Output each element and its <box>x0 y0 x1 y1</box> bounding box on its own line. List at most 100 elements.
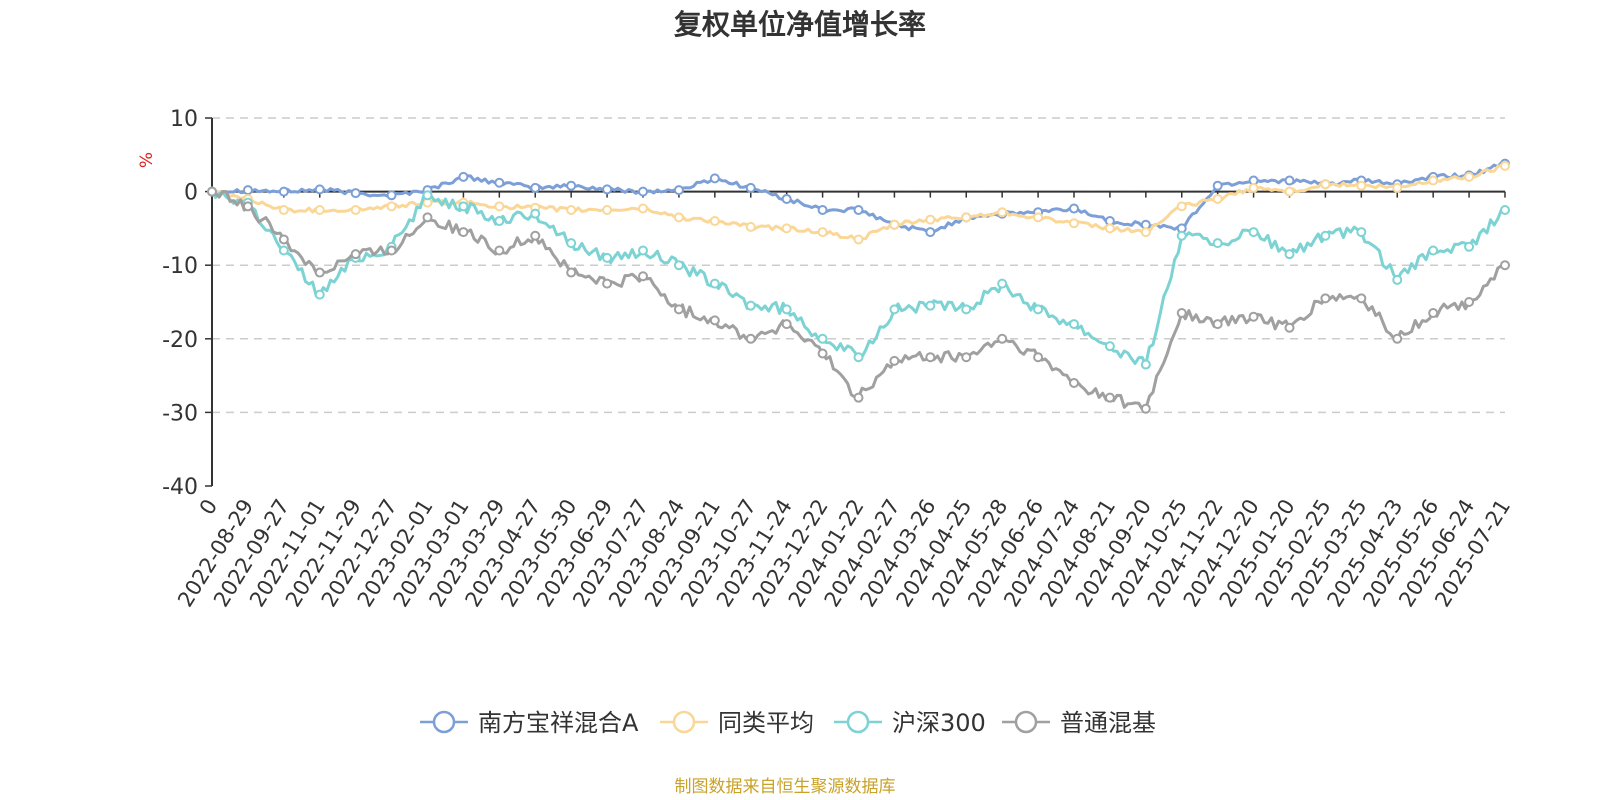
data-point[interactable] <box>781 304 792 315</box>
data-point[interactable] <box>1248 182 1259 193</box>
data-point[interactable] <box>817 348 828 359</box>
data-point[interactable] <box>494 201 505 212</box>
data-point[interactable] <box>1176 201 1187 212</box>
data-point[interactable] <box>889 219 900 230</box>
data-point[interactable] <box>1212 180 1223 191</box>
data-point[interactable] <box>1212 193 1223 204</box>
data-point[interactable] <box>314 205 325 215</box>
data-point[interactable] <box>853 205 864 215</box>
data-point[interactable] <box>1356 180 1367 191</box>
data-point[interactable] <box>1140 227 1151 238</box>
data-point[interactable] <box>1284 322 1295 333</box>
data-point[interactable] <box>997 207 1008 218</box>
data-point[interactable] <box>638 203 648 214</box>
data-point[interactable] <box>853 234 864 245</box>
data-point[interactable] <box>853 392 864 403</box>
data-point[interactable] <box>925 214 936 225</box>
data-point[interactable] <box>889 304 900 315</box>
data-point[interactable] <box>207 186 217 197</box>
legend-item[interactable]: 同类平均 <box>660 709 814 737</box>
data-point[interactable] <box>314 289 325 300</box>
data-point[interactable] <box>1356 227 1367 238</box>
data-point[interactable] <box>997 333 1008 344</box>
data-point[interactable] <box>673 260 684 271</box>
data-point[interactable] <box>314 184 325 195</box>
data-point[interactable] <box>1428 245 1439 256</box>
data-point[interactable] <box>745 333 756 344</box>
data-point[interactable] <box>1104 223 1115 234</box>
data-point[interactable] <box>1428 175 1439 186</box>
data-point[interactable] <box>1284 186 1295 197</box>
data-point[interactable] <box>602 278 613 289</box>
data-point[interactable] <box>673 212 684 223</box>
data-point[interactable] <box>1176 308 1187 319</box>
data-point[interactable] <box>1176 230 1187 241</box>
data-point[interactable] <box>278 234 289 245</box>
data-point[interactable] <box>1320 230 1331 241</box>
data-point[interactable] <box>781 193 792 204</box>
data-point[interactable] <box>1500 205 1510 215</box>
data-point[interactable] <box>422 190 433 201</box>
data-point[interactable] <box>709 173 720 184</box>
data-point[interactable] <box>1464 297 1475 307</box>
data-point[interactable] <box>566 205 577 215</box>
data-point[interactable] <box>1392 333 1403 344</box>
data-point[interactable] <box>602 252 613 263</box>
data-point[interactable] <box>961 212 972 223</box>
data-point[interactable] <box>1069 319 1079 330</box>
data-point[interactable] <box>817 333 828 344</box>
data-point[interactable] <box>1033 304 1044 315</box>
data-point[interactable] <box>997 278 1008 289</box>
data-point[interactable] <box>638 186 648 197</box>
data-point[interactable] <box>566 180 577 191</box>
data-point[interactable] <box>817 205 828 215</box>
data-point[interactable] <box>458 201 469 212</box>
data-point[interactable] <box>242 201 253 212</box>
data-point[interactable] <box>745 300 756 311</box>
data-point[interactable] <box>602 184 613 195</box>
data-point[interactable] <box>350 249 361 260</box>
data-point[interactable] <box>1428 308 1439 319</box>
data-point[interactable] <box>925 227 936 238</box>
data-point[interactable] <box>1248 311 1259 322</box>
data-point[interactable] <box>1392 274 1403 285</box>
data-point[interactable] <box>530 208 541 219</box>
data-point[interactable] <box>278 245 289 256</box>
data-point[interactable] <box>638 245 648 256</box>
data-point[interactable] <box>925 300 936 311</box>
data-point[interactable] <box>781 223 792 234</box>
data-point[interactable] <box>1069 218 1079 229</box>
data-point[interactable] <box>638 271 648 282</box>
data-point[interactable] <box>458 171 469 182</box>
data-point[interactable] <box>1464 171 1475 182</box>
data-point[interactable] <box>1500 160 1510 171</box>
data-point[interactable] <box>242 185 253 196</box>
data-point[interactable] <box>781 319 792 330</box>
data-point[interactable] <box>1140 403 1151 414</box>
data-point[interactable] <box>1140 359 1151 370</box>
data-point[interactable] <box>314 267 325 278</box>
data-point[interactable] <box>961 352 972 363</box>
data-point[interactable] <box>1248 227 1259 238</box>
data-point[interactable] <box>673 304 684 315</box>
data-point[interactable] <box>673 185 684 196</box>
data-point[interactable] <box>422 212 433 223</box>
data-point[interactable] <box>530 230 541 241</box>
legend-item[interactable]: 沪深300 <box>834 709 986 737</box>
data-point[interactable] <box>745 182 756 193</box>
data-point[interactable] <box>1320 179 1331 190</box>
data-point[interactable] <box>566 267 577 278</box>
data-point[interactable] <box>1104 341 1115 352</box>
data-point[interactable] <box>1356 293 1367 304</box>
legend-item[interactable]: 南方宝祥混合A <box>420 709 639 737</box>
data-point[interactable] <box>1500 260 1510 271</box>
data-point[interactable] <box>1392 182 1403 193</box>
data-point[interactable] <box>1033 352 1044 363</box>
data-point[interactable] <box>1464 241 1475 252</box>
legend-item[interactable]: 普通混基 <box>1002 709 1156 737</box>
data-point[interactable] <box>709 278 720 289</box>
data-point[interactable] <box>494 177 505 188</box>
data-point[interactable] <box>1284 175 1295 186</box>
data-point[interactable] <box>1033 212 1044 223</box>
data-point[interactable] <box>1212 319 1223 330</box>
